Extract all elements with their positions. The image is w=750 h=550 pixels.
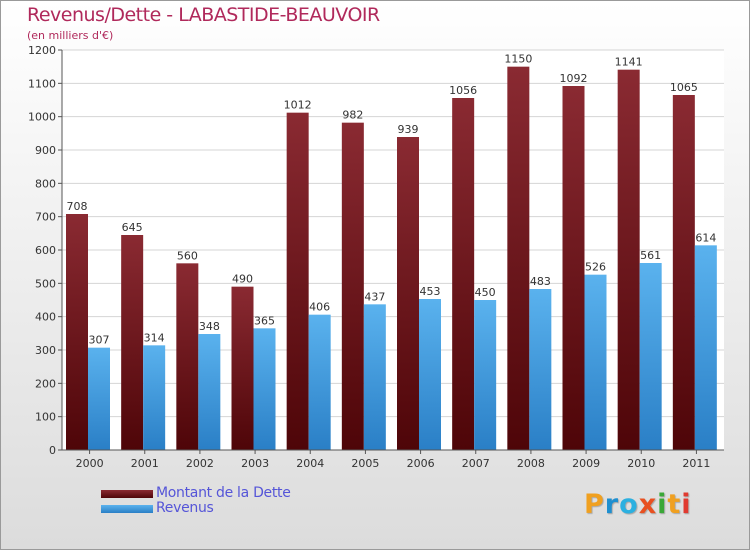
bar-dette bbox=[231, 286, 254, 450]
data-label-revenus: 450 bbox=[475, 286, 496, 299]
y-tick-label: 100 bbox=[35, 411, 56, 424]
data-label-revenus: 348 bbox=[199, 320, 220, 333]
logo-letter: i bbox=[681, 489, 692, 520]
logo-letter: r bbox=[604, 489, 620, 520]
y-tick-label: 300 bbox=[35, 344, 56, 357]
legend-swatch-revenus bbox=[101, 505, 153, 513]
data-label-revenus: 526 bbox=[585, 261, 606, 274]
y-tick-label: 1000 bbox=[28, 111, 56, 124]
logo-letter: t bbox=[667, 489, 682, 520]
data-label-dette: 708 bbox=[67, 200, 88, 213]
bar-revenus bbox=[529, 289, 552, 450]
proxiti-logo: Proxiti bbox=[584, 489, 692, 520]
data-label-revenus: 437 bbox=[364, 290, 385, 303]
logo-letter: i bbox=[657, 489, 668, 520]
y-tick-label: 1100 bbox=[28, 77, 56, 90]
x-tick-label: 2004 bbox=[296, 457, 324, 470]
bar-revenus bbox=[694, 245, 717, 450]
data-label-dette: 1056 bbox=[449, 84, 477, 97]
y-tick-label: 500 bbox=[35, 277, 56, 290]
data-label-dette: 939 bbox=[398, 123, 419, 136]
x-tick-label: 2003 bbox=[241, 457, 269, 470]
data-label-revenus: 483 bbox=[530, 275, 551, 288]
bar-revenus bbox=[363, 304, 386, 450]
y-tick-label: 200 bbox=[35, 377, 56, 390]
logo-letter: x bbox=[638, 489, 658, 520]
x-tick-label: 2002 bbox=[186, 457, 214, 470]
legend-swatch-dette bbox=[101, 490, 153, 498]
bar-dette bbox=[507, 66, 530, 451]
bar-revenus bbox=[88, 347, 110, 450]
y-tick-label: 800 bbox=[35, 177, 56, 190]
x-tick-label: 2009 bbox=[572, 457, 600, 470]
y-tick-label: 0 bbox=[49, 444, 56, 457]
data-label-dette: 1065 bbox=[670, 81, 698, 94]
bar-revenus bbox=[253, 328, 276, 450]
chart-subtitle: (en milliers d'€) bbox=[27, 29, 114, 42]
bar-revenus bbox=[474, 300, 497, 450]
data-label-revenus: 307 bbox=[89, 334, 110, 347]
chart-title: Revenus/Dette - LABASTIDE-BEAUVOIR bbox=[27, 4, 380, 26]
data-label-dette: 1150 bbox=[504, 53, 532, 66]
bar-dette bbox=[176, 263, 199, 450]
bar-revenus bbox=[308, 314, 331, 450]
x-tick-label: 2001 bbox=[131, 457, 159, 470]
data-label-revenus: 561 bbox=[640, 249, 661, 262]
data-label-revenus: 314 bbox=[144, 331, 165, 344]
data-label-dette: 560 bbox=[177, 249, 198, 262]
bar-dette bbox=[286, 112, 309, 451]
bar-dette bbox=[397, 137, 419, 450]
data-label-dette: 1012 bbox=[284, 99, 312, 112]
data-label-revenus: 614 bbox=[695, 231, 716, 244]
bar-revenus bbox=[143, 345, 166, 450]
bar-revenus bbox=[419, 299, 441, 450]
x-tick-label: 2005 bbox=[351, 457, 379, 470]
x-tick-label: 2008 bbox=[517, 457, 545, 470]
x-tick-label: 2010 bbox=[627, 457, 655, 470]
x-tick-label: 2007 bbox=[462, 457, 490, 470]
logo-letter: o bbox=[619, 489, 639, 520]
bar-dette bbox=[672, 95, 695, 450]
y-tick-label: 900 bbox=[35, 144, 56, 157]
bar-dette bbox=[617, 69, 640, 451]
bar-dette bbox=[66, 214, 88, 450]
bar-dette bbox=[341, 122, 364, 451]
data-label-revenus: 365 bbox=[254, 314, 275, 327]
data-label-revenus: 453 bbox=[420, 285, 441, 298]
data-label-dette: 645 bbox=[122, 221, 143, 234]
y-tick-label: 700 bbox=[35, 211, 56, 224]
legend-label-revenus: Revenus bbox=[156, 500, 214, 516]
bar-revenus bbox=[198, 334, 221, 450]
x-tick-label: 2000 bbox=[76, 457, 104, 470]
y-tick-label: 1200 bbox=[28, 44, 56, 57]
bar-dette bbox=[121, 235, 144, 450]
bar-revenus bbox=[584, 274, 607, 450]
x-tick-label: 2006 bbox=[407, 457, 435, 470]
bar-dette bbox=[562, 86, 585, 450]
logo-letter: P bbox=[584, 489, 605, 520]
data-label-dette: 982 bbox=[342, 109, 363, 122]
data-label-revenus: 406 bbox=[309, 301, 330, 314]
data-label-dette: 1092 bbox=[560, 72, 588, 85]
bar-dette bbox=[452, 98, 475, 450]
y-tick-label: 400 bbox=[35, 311, 56, 324]
data-label-dette: 490 bbox=[232, 273, 253, 286]
x-tick-label: 2011 bbox=[682, 457, 710, 470]
data-label-dette: 1141 bbox=[615, 56, 643, 69]
legend-label-dette: Montant de la Dette bbox=[156, 485, 291, 501]
y-tick-label: 600 bbox=[35, 244, 56, 257]
bar-revenus bbox=[639, 263, 662, 450]
